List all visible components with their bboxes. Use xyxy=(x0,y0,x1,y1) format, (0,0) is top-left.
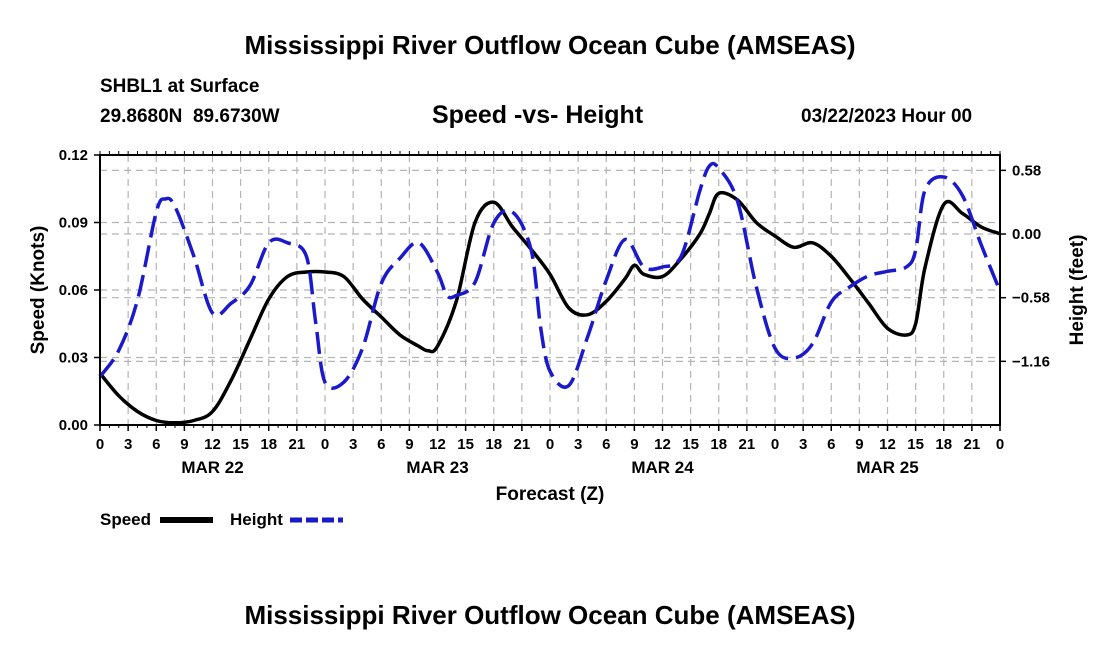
x-tick-label: 15 xyxy=(907,436,924,453)
x-tick-label: 21 xyxy=(289,436,306,453)
x-tick-label: 18 xyxy=(260,436,277,453)
x-tick-label: 6 xyxy=(602,436,610,453)
series-height-line xyxy=(98,161,1002,390)
x-tick-label: 3 xyxy=(349,436,357,453)
x-tick-label: 18 xyxy=(485,436,502,453)
series-lines xyxy=(98,161,1002,425)
footer-title: Mississippi River Outflow Ocean Cube (AM… xyxy=(244,600,856,630)
x-tick-label: 9 xyxy=(180,436,188,453)
legend-height-label: Height xyxy=(230,510,283,529)
y-tick-label: 0.12 xyxy=(59,147,88,164)
x-tick-label: 0 xyxy=(321,436,329,453)
day-label: MAR 24 xyxy=(631,458,694,477)
y-axis-label: Speed (Knots) xyxy=(28,226,49,355)
x-tick-label: 9 xyxy=(855,436,863,453)
x-tick-label: 12 xyxy=(654,436,671,453)
y-tick-label: 0.09 xyxy=(59,215,88,232)
y-tick-label: 0.00 xyxy=(59,417,88,434)
x-tick-label: 9 xyxy=(630,436,638,453)
x-tick-label: 0 xyxy=(96,436,104,453)
chart-title: Mississippi River Outflow Ocean Cube (AM… xyxy=(244,30,856,60)
x-tick-label: 21 xyxy=(514,436,531,453)
x-tick-label: 0 xyxy=(996,436,1004,453)
x-tick-label: 3 xyxy=(124,436,132,453)
x-tick-label: 0 xyxy=(546,436,554,453)
x-tick-label: 15 xyxy=(457,436,474,453)
x-tick-label: 12 xyxy=(429,436,446,453)
y-tick-label: 0.03 xyxy=(59,350,88,367)
x-axis-label: Forecast (Z) xyxy=(496,484,605,505)
coordinates-label: 29.8680N 89.6730W xyxy=(100,106,280,127)
x-tick-label: 12 xyxy=(204,436,221,453)
x-tick-label: 9 xyxy=(405,436,413,453)
x-tick-label: 18 xyxy=(935,436,952,453)
chart-subtitle: Speed -vs- Height xyxy=(432,101,644,129)
axes: 0 3 6 9 12 15 18 21 0 3 6 9 12 15 18 21 0 3 6 9 12 15 18 21 0 3 6 9… xyxy=(59,147,1050,477)
legend-speed-label: Speed xyxy=(100,510,151,529)
y-tick-label: 0.06 xyxy=(59,282,88,299)
x-tick-label: 15 xyxy=(682,436,699,453)
speed-height-chart: 0 3 6 9 12 15 18 21 0 3 6 9 12 15 18 21 0 3 6 9 12 15 18 21 0 3 6 9… xyxy=(28,147,1088,529)
x-tick-label: 6 xyxy=(152,436,160,453)
day-label: MAR 22 xyxy=(181,458,243,477)
y2-tick-label: −0.58 xyxy=(1012,290,1050,307)
x-tick-label: 0 xyxy=(771,436,779,453)
y2-tick-label: −1.16 xyxy=(1012,353,1050,370)
x-tick-label: 6 xyxy=(827,436,835,453)
x-tick-label: 21 xyxy=(739,436,756,453)
x-tick-label: 15 xyxy=(232,436,249,453)
x-tick-label: 21 xyxy=(964,436,981,453)
x-tick-label: 6 xyxy=(377,436,385,453)
x-tick-label: 3 xyxy=(799,436,807,453)
y2-tick-label: 0.00 xyxy=(1012,226,1041,243)
day-label: MAR 25 xyxy=(856,458,918,477)
y2-tick-label: 0.58 xyxy=(1012,162,1041,179)
grid-lines xyxy=(100,155,1000,425)
legend: Speed Height xyxy=(100,510,343,529)
series-speed-line xyxy=(98,190,1001,425)
x-tick-label: 3 xyxy=(574,436,582,453)
x-tick-label: 18 xyxy=(710,436,727,453)
y2-axis-label: Height (feet) xyxy=(1067,235,1088,346)
x-tick-label: 12 xyxy=(879,436,896,453)
station-label: SHBL1 at Surface xyxy=(100,76,260,97)
forecast-date-label: 03/22/2023 Hour 00 xyxy=(801,106,973,127)
day-label: MAR 23 xyxy=(406,458,468,477)
